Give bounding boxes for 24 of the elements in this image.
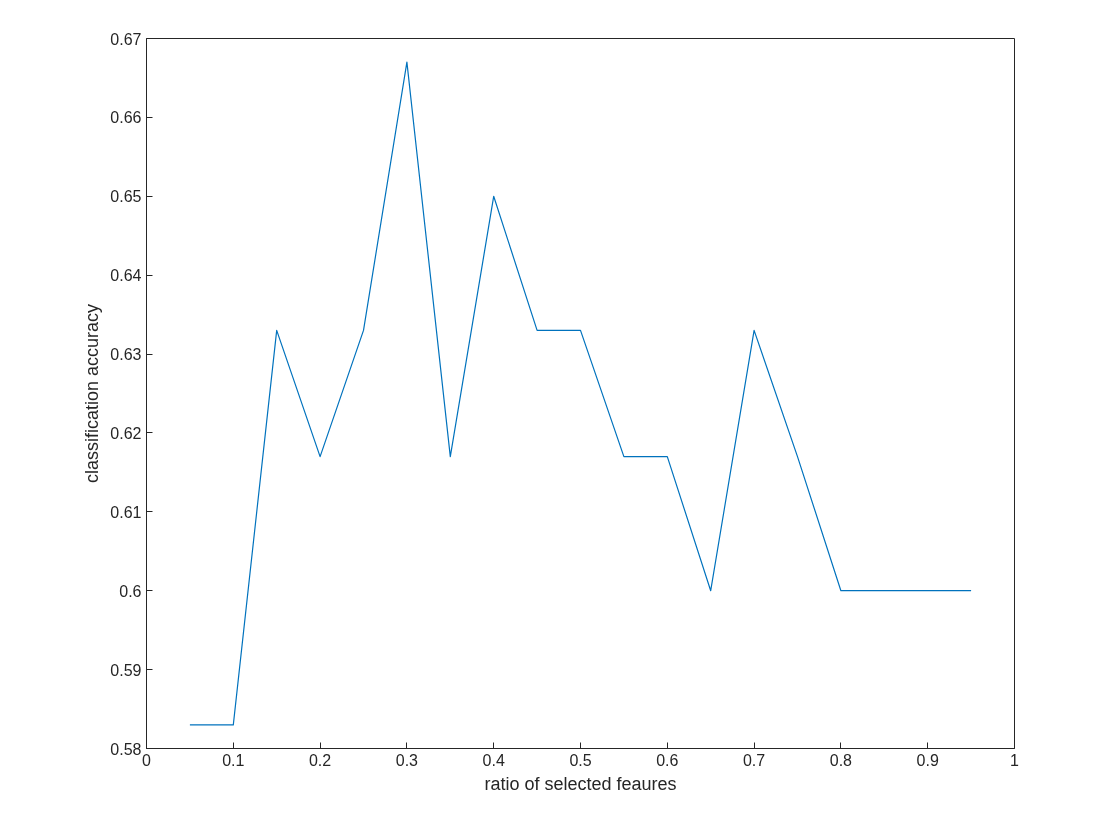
x-tick-label: 0.7 (742, 751, 766, 769)
x-tick-label: 0 (142, 751, 152, 769)
x-tick-label: 0.3 (395, 751, 419, 769)
x-tick-label: 0.1 (222, 751, 245, 769)
x-tick-label: 1 (1010, 751, 1020, 769)
y-tick-label: 0.65 (110, 188, 142, 206)
y-tick-label: 0.58 (110, 740, 142, 758)
x-tick-label: 0.4 (482, 751, 505, 769)
y-tick-label: 0.64 (110, 267, 142, 285)
y-axis-title: classification accuracy (82, 303, 103, 484)
y-tick-label: 0.62 (110, 424, 142, 442)
x-tick-label: 0.5 (569, 751, 592, 769)
y-tick-label: 0.61 (110, 503, 142, 521)
x-axis-title: ratio of selected feaures (484, 773, 677, 794)
y-tick-label: 0.67 (110, 30, 142, 48)
y-tick-label: 0.6 (119, 582, 142, 600)
y-tick-label: 0.63 (110, 346, 142, 364)
y-tick-label: 0.66 (110, 109, 142, 127)
y-tick-label: 0.59 (110, 661, 142, 679)
x-tick-label: 0.6 (656, 751, 679, 769)
x-tick-label: 0.9 (916, 751, 939, 769)
x-tick-label: 0.2 (308, 751, 332, 769)
x-tick-label: 0.8 (829, 751, 853, 769)
line-series (189, 61, 972, 726)
